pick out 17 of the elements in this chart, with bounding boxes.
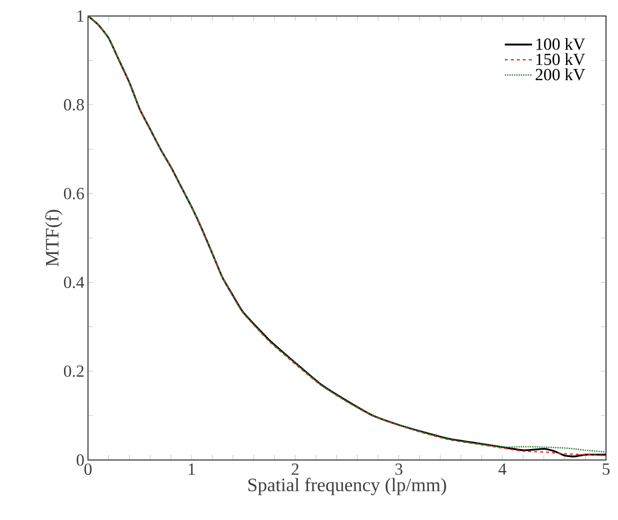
x-axis-title: Spatial frequency (lp/mm)	[248, 478, 446, 496]
x-tick-label: 0	[84, 464, 92, 475]
legend-label: 200 kV	[536, 68, 586, 80]
x-tick-label: 1	[188, 464, 195, 475]
y-tick-label: 0	[76, 454, 84, 466]
y-axis-title: MTF(f)	[45, 210, 62, 266]
y-tick-label: 0.2	[64, 365, 84, 377]
x-tick-label: 2	[292, 464, 298, 475]
x-tick-label: 3	[395, 464, 402, 475]
y-tick-label: 0.8	[64, 99, 84, 111]
y-tick-label: 0.6	[64, 188, 84, 200]
y-tick-label: 0.4	[64, 276, 84, 288]
legend-label: 100 kV	[536, 38, 586, 50]
y-tick-label: 1	[77, 10, 84, 22]
x-tick-label: 5	[602, 464, 610, 475]
legend-label: 150 kV	[536, 53, 586, 66]
x-tick-label: 4	[498, 464, 506, 475]
